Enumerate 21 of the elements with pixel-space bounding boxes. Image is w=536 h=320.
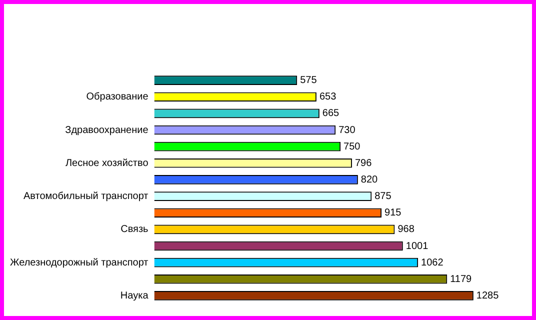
data-label: 730 <box>338 124 356 136</box>
y-tick-label: Наука <box>120 290 149 302</box>
data-label: 1062 <box>421 257 444 268</box>
data-label: 796 <box>354 158 372 169</box>
y-tick-label: Здравоохранение <box>65 124 149 136</box>
data-label: 875 <box>374 191 392 202</box>
data-label: 1179 <box>450 274 472 285</box>
data-label: 820 <box>360 174 378 186</box>
y-tick-label: Образование <box>86 92 149 103</box>
data-label: 665 <box>322 108 340 120</box>
y-tick-label: Связь <box>120 224 148 236</box>
y-tick-label: Железнодорожный транспорт <box>10 257 149 268</box>
data-label: 968 <box>398 224 415 236</box>
data-label: 575 <box>300 75 318 86</box>
data-label: 915 <box>384 208 402 219</box>
data-label: 653 <box>319 92 337 103</box>
y-tick-label: Лесное хозяйство <box>65 158 149 169</box>
data-label: 1285 <box>476 290 500 302</box>
y-tick-label: Автомобильный транспорт <box>23 191 149 202</box>
data-label: 750 <box>344 141 361 152</box>
data-label: 1001 <box>406 240 429 252</box>
